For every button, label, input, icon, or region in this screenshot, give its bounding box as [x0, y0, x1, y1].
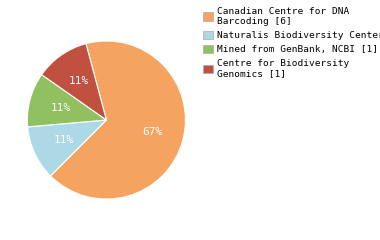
Wedge shape — [42, 44, 106, 120]
Legend: Canadian Centre for DNA
Barcoding [6], Naturalis Biodiversity Center [1], Mined : Canadian Centre for DNA Barcoding [6], N… — [201, 5, 380, 80]
Text: 11%: 11% — [69, 76, 89, 86]
Text: 11%: 11% — [53, 135, 74, 145]
Wedge shape — [27, 75, 106, 127]
Text: 67%: 67% — [142, 127, 162, 137]
Wedge shape — [28, 120, 106, 176]
Wedge shape — [51, 41, 185, 199]
Text: 11%: 11% — [51, 103, 71, 113]
